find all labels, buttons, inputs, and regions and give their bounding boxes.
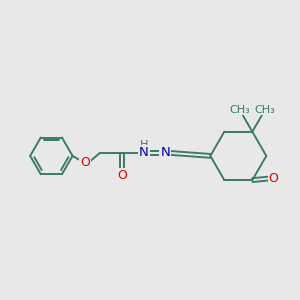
Text: O: O — [268, 172, 278, 185]
Text: CH₃: CH₃ — [230, 105, 250, 115]
Text: N: N — [139, 146, 149, 159]
Text: CH₃: CH₃ — [254, 105, 275, 115]
Text: O: O — [117, 169, 127, 182]
Text: N: N — [160, 146, 170, 159]
Text: H: H — [140, 140, 148, 150]
Text: O: O — [80, 156, 90, 169]
